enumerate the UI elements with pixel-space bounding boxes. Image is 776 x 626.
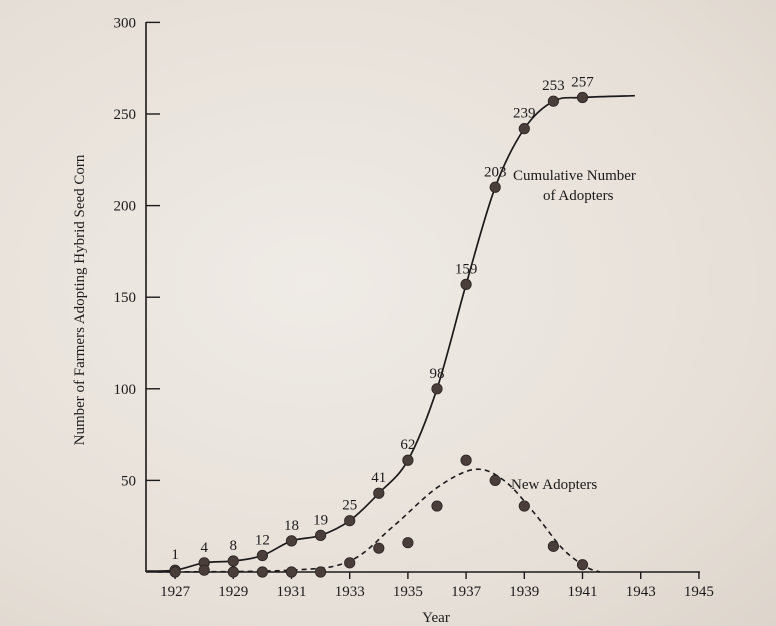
new-adopters-point (256, 566, 268, 578)
cumulative-point (460, 278, 472, 290)
data-label: 257 (571, 75, 594, 91)
y-tick-label: 200 (114, 199, 137, 215)
new-adopters-point (460, 454, 472, 466)
x-tick-label: 1941 (568, 584, 598, 600)
cumulative-point (227, 555, 239, 567)
new-adopters-point (431, 500, 443, 512)
new-adopters-curve (157, 468, 601, 573)
x-tick-label: 1937 (451, 584, 482, 600)
data-label: 203 (484, 164, 507, 180)
y-tick-label: 100 (114, 382, 137, 398)
x-tick-label: 1943 (626, 584, 656, 600)
data-label: 19 (313, 512, 328, 528)
data-label: 1 (171, 547, 179, 563)
cumulative-point (489, 181, 501, 193)
data-label: 159 (455, 261, 478, 277)
y-tick-label: 50 (121, 473, 136, 489)
x-tick-label: 1927 (160, 584, 191, 600)
new-adopters-point (314, 566, 327, 578)
data-labels: 1 4 8 12 18 19 25 41 62 98 159 203 239 253 257 (171, 75, 594, 564)
y-ticks: 50 100 150 200 250 300 (114, 15, 160, 489)
x-axis-title: Year (422, 610, 450, 626)
x-tick-label: 1933 (335, 584, 365, 600)
new-adopters-point (373, 542, 385, 554)
new-adopters-point (576, 559, 589, 571)
cumulative-point (344, 515, 356, 527)
new-adopters-point (402, 537, 414, 549)
cumulative-point (285, 535, 298, 547)
cumulative-point (518, 123, 530, 135)
x-tick-label: 1939 (509, 584, 539, 600)
data-label: 41 (371, 470, 386, 486)
new-adopters-point (547, 540, 560, 552)
cumulative-point (256, 549, 268, 562)
cumulative-point (373, 487, 385, 499)
new-adopters-point (285, 566, 298, 578)
data-label: 98 (430, 366, 445, 382)
data-label: 12 (255, 533, 270, 549)
x-tick-label: 1931 (277, 584, 307, 600)
y-tick-label: 300 (114, 15, 137, 31)
axes (145, 22, 700, 573)
new-adopters-point (227, 566, 239, 578)
y-axis-title: Number of Farmers Adopting Hybrid Seed C… (72, 154, 88, 445)
new-adopters-point (344, 557, 356, 569)
cumulative-point (402, 454, 414, 466)
annotation-new-adopters: New Adopters (511, 477, 597, 493)
cumulative-point (431, 383, 443, 395)
data-label: 8 (230, 538, 238, 554)
data-label: 62 (400, 437, 415, 453)
new-adopters-point (169, 566, 181, 578)
x-tick-label: 1945 (684, 584, 714, 600)
data-label: 4 (200, 540, 208, 556)
data-label: 253 (542, 78, 565, 94)
x-ticks: 1927 1929 1931 1933 1935 1937 1939 1941 1943 1945 (160, 572, 714, 600)
cumulative-point (314, 529, 327, 541)
cumulative-curve (145, 94, 635, 572)
data-label: 239 (513, 106, 536, 122)
y-tick-label: 150 (114, 290, 137, 306)
cumulative-point (547, 95, 560, 107)
new-adopters-point (198, 564, 210, 576)
y-tick-label: 250 (114, 107, 137, 123)
new-adopters-point (518, 500, 530, 512)
annotation-cumulative-line-2: of Adopters (543, 188, 614, 204)
new-adopters-point (489, 474, 501, 486)
data-label: 18 (284, 518, 299, 534)
data-label: 25 (342, 498, 357, 514)
x-tick-label: 1935 (393, 584, 423, 600)
annotation-cumulative-line-1: Cumulative Number (513, 168, 636, 184)
cumulative-point (576, 91, 589, 104)
x-tick-label: 1929 (218, 584, 248, 600)
data-points (169, 91, 589, 578)
